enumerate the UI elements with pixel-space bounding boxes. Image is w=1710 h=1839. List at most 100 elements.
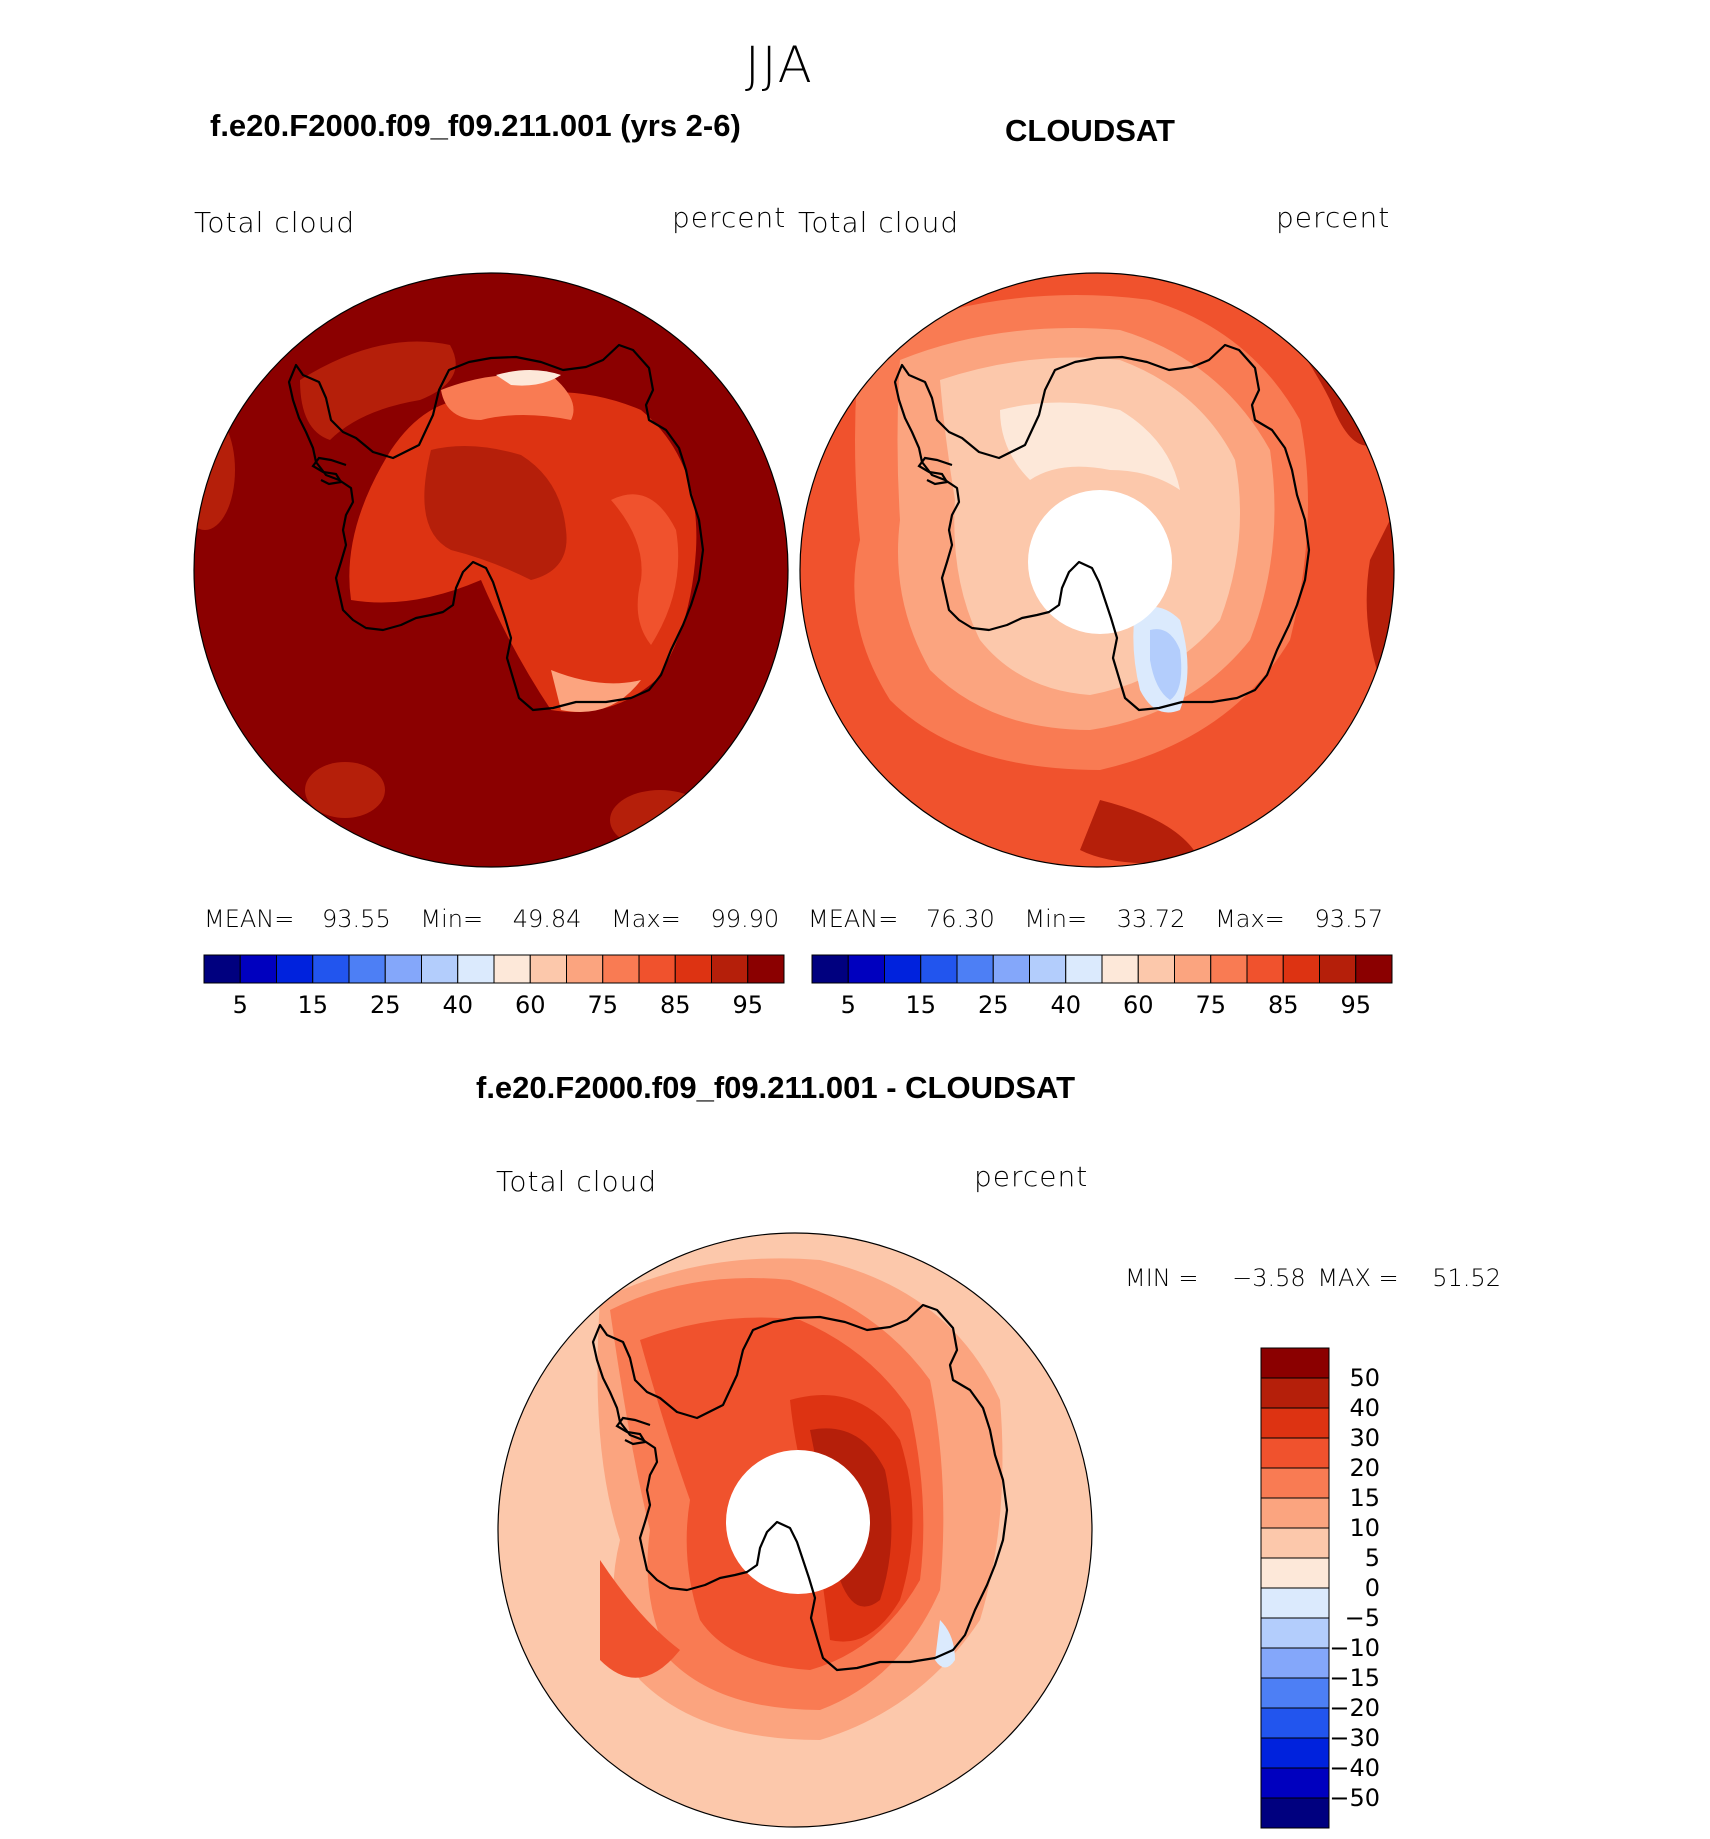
colorbar-tick-label: 40 xyxy=(1349,1394,1380,1422)
obs-colorbar: 5 15 25 40 60 75 85 95 xyxy=(811,954,1393,1019)
colorbar-tick-label: 0 xyxy=(1365,1574,1380,1602)
colorbar-swatch xyxy=(1260,1467,1330,1499)
colorbar-swatch xyxy=(1260,1767,1330,1799)
mean-value: 76.30 xyxy=(926,905,995,933)
colorbar-swatch xyxy=(1174,954,1212,984)
min-label: Min= xyxy=(1024,905,1088,933)
colorbar-tick-label: −50 xyxy=(1329,1784,1380,1812)
colorbar-tick-label: 75 xyxy=(587,991,618,1019)
colorbar-swatch xyxy=(421,954,459,984)
colorbar-tick-label: −30 xyxy=(1329,1724,1380,1752)
colorbar-swatch xyxy=(1260,1347,1330,1379)
colorbar-swatch xyxy=(1260,1737,1330,1769)
obs-map xyxy=(799,272,1395,868)
colorbar-tick-label: 30 xyxy=(1349,1424,1380,1452)
colorbar-swatch xyxy=(847,954,885,984)
colorbar-swatch xyxy=(239,954,277,984)
colorbar-tick-label: 75 xyxy=(1195,991,1226,1019)
colorbar-tick-label: −5 xyxy=(1345,1604,1380,1632)
diff-map-missing-data xyxy=(726,1450,870,1594)
colorbar-tick-label: 50 xyxy=(1349,1364,1380,1392)
colorbar-tick-label: −15 xyxy=(1329,1664,1380,1692)
colorbar-swatch xyxy=(529,954,567,984)
mean-label: MEAN= xyxy=(204,905,295,933)
colorbar-swatch xyxy=(602,954,640,984)
colorbar-swatch xyxy=(348,954,386,984)
season-title: JJA xyxy=(745,36,814,94)
colorbar-swatch xyxy=(711,954,749,984)
colorbar-swatch xyxy=(1260,1497,1330,1529)
max-label: MAX = xyxy=(1317,1264,1399,1292)
colorbar-swatch xyxy=(1210,954,1248,984)
colorbar-swatch xyxy=(1260,1677,1330,1709)
colorbar-tick-label: 60 xyxy=(1123,991,1154,1019)
colorbar-swatch xyxy=(493,954,531,984)
colorbar-swatch xyxy=(457,954,495,984)
colorbar-swatch xyxy=(1355,954,1393,984)
colorbar-swatch xyxy=(1101,954,1139,984)
obs-map-missing-data xyxy=(1028,490,1172,634)
max-value: 51.52 xyxy=(1432,1264,1501,1292)
min-value: 49.84 xyxy=(512,905,582,933)
colorbar-tick-label: 15 xyxy=(297,991,328,1019)
colorbar-swatch xyxy=(884,954,922,984)
colorbar-swatch xyxy=(1137,954,1175,984)
colorbar-tick-label: 85 xyxy=(660,991,691,1019)
colorbar-tick-label: 95 xyxy=(1340,991,1371,1019)
colorbar-tick-label: 60 xyxy=(515,991,546,1019)
colorbar-tick-label: 40 xyxy=(442,991,473,1019)
min-label: MIN = xyxy=(1125,1264,1199,1292)
diff-minmax: MIN = −3.58 MAX = 51.52 xyxy=(1125,1264,1501,1292)
obs-units-label: percent xyxy=(1276,201,1391,234)
colorbar-swatch xyxy=(1260,1587,1330,1619)
colorbar-swatch xyxy=(1319,954,1357,984)
colorbar-swatch xyxy=(1260,1407,1330,1439)
obs-stats: MEAN= 76.30 Min= 33.72 Max= 93.57 xyxy=(808,905,1383,933)
colorbar-swatch xyxy=(276,954,314,984)
colorbar-swatch xyxy=(811,954,849,984)
max-label: Max= xyxy=(1215,905,1285,933)
colorbar-tick-label: 5 xyxy=(841,991,856,1019)
colorbar-tick-label: 10 xyxy=(1349,1514,1380,1542)
colorbar-swatch xyxy=(1065,954,1103,984)
colorbar-swatch xyxy=(992,954,1030,984)
obs-case-title: CLOUDSAT xyxy=(1005,113,1175,148)
colorbar-swatch xyxy=(312,954,350,984)
colorbar-swatch xyxy=(747,954,785,984)
mean-label: MEAN= xyxy=(808,905,899,933)
colorbar-swatch xyxy=(638,954,676,984)
colorbar-swatch xyxy=(1260,1377,1330,1409)
colorbar-tick-label: 5 xyxy=(233,991,248,1019)
colorbar-tick-label: 95 xyxy=(732,991,763,1019)
colorbar-swatch xyxy=(1260,1437,1330,1469)
colorbar-tick-label: 25 xyxy=(370,991,401,1019)
min-label: Min= xyxy=(420,905,484,933)
colorbar-swatch xyxy=(1260,1707,1330,1739)
colorbar-tick-label: −40 xyxy=(1329,1754,1380,1782)
colorbar-swatch xyxy=(1282,954,1320,984)
colorbar-tick-label: −10 xyxy=(1329,1634,1380,1662)
colorbar-swatch xyxy=(674,954,712,984)
colorbar-tick-label: 25 xyxy=(978,991,1009,1019)
colorbar-swatch xyxy=(1246,954,1284,984)
mean-value: 93.55 xyxy=(322,905,391,933)
colorbar-swatch xyxy=(956,954,994,984)
colorbar-swatch xyxy=(1260,1557,1330,1589)
max-value: 93.57 xyxy=(1314,905,1384,933)
diff-map xyxy=(497,1232,1093,1828)
diff-variable-label: Total cloud xyxy=(496,1165,658,1198)
model-units-label: percent xyxy=(672,201,787,234)
colorbar-swatch xyxy=(203,954,241,984)
colorbar-swatch xyxy=(1260,1797,1330,1829)
model-colorbar: 5 15 25 40 60 75 85 95 xyxy=(203,954,785,1019)
colorbar-tick-label: 85 xyxy=(1268,991,1299,1019)
min-value: 33.72 xyxy=(1116,905,1186,933)
colorbar-tick-label: 20 xyxy=(1349,1454,1380,1482)
colorbar-tick-label: 5 xyxy=(1365,1544,1380,1572)
colorbar-swatch xyxy=(384,954,422,984)
colorbar-swatch xyxy=(1029,954,1067,984)
diff-units-label: percent xyxy=(974,1160,1089,1193)
colorbar-tick-label: 15 xyxy=(905,991,936,1019)
